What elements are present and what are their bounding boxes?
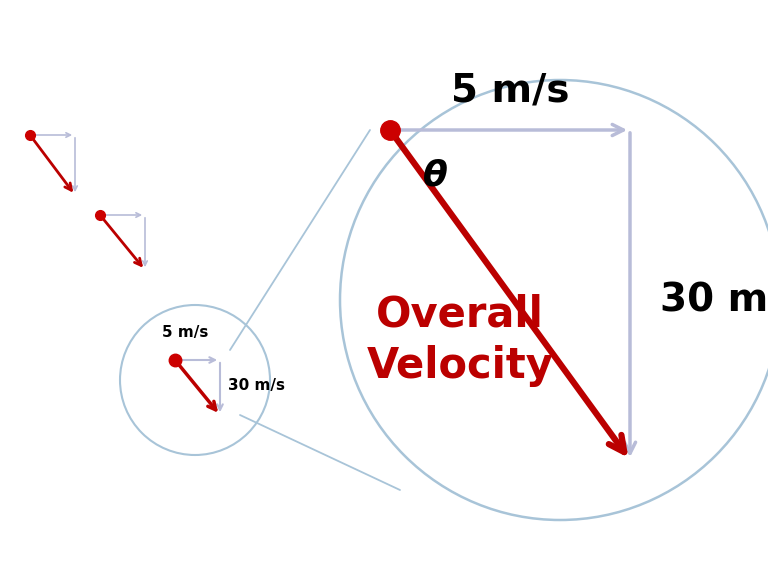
Text: Overall
Velocity: Overall Velocity xyxy=(366,293,554,387)
Text: θ: θ xyxy=(422,158,448,192)
Text: 30 m/s: 30 m/s xyxy=(228,377,285,393)
Text: 5 m/s: 5 m/s xyxy=(451,71,569,109)
Text: 5 m/s: 5 m/s xyxy=(162,325,208,340)
Text: 30 m/s: 30 m/s xyxy=(660,281,768,319)
